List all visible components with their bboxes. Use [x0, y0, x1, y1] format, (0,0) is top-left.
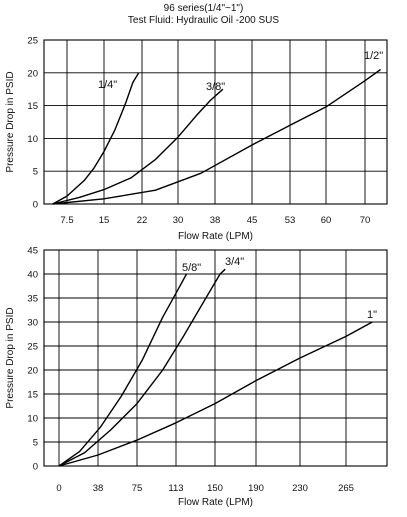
series-line-3 — [52, 68, 382, 205]
y-tick-label: 20 — [27, 68, 38, 79]
x-tick-label: 150 — [207, 483, 223, 494]
series-line-1 — [52, 72, 140, 205]
y-tick-label: 40 — [27, 270, 38, 281]
series-label: 5/8" — [182, 262, 201, 274]
y-tick-label: 5 — [33, 167, 38, 178]
chart-2: 0 5 10 15 20 25 30 35 40 45 0 38 75 113 150 190 230 265 Fl… — [5, 246, 388, 508]
x-axis-label: Flow Rate (LPM) — [178, 497, 253, 508]
x-tick-label: 190 — [248, 483, 264, 494]
y-axis-label: Pressure Drop in PSID — [5, 307, 16, 408]
series-line-1 — [58, 273, 188, 467]
y-tick-label: 5 — [33, 438, 38, 449]
x-tick-label: 230 — [292, 483, 308, 494]
series-label: 1" — [367, 309, 377, 321]
y-tick-label: 15 — [27, 390, 38, 401]
series-line-2 — [52, 88, 224, 205]
x-tick-label: 75 — [132, 483, 143, 494]
y-tick-label: 25 — [27, 342, 38, 353]
chart-subtitle: Test Fluid: Hydraulic Oil -200 SUS — [127, 15, 280, 26]
x-axis-label: Flow Rate (LPM) — [178, 231, 253, 242]
x-tick-label: 60 — [321, 215, 332, 226]
y-tick-label: 0 — [33, 200, 38, 211]
y-tick-label: 10 — [27, 134, 38, 145]
x-tick-label: 15 — [99, 215, 110, 226]
series-line-2 — [58, 268, 226, 467]
y-axis-label: Pressure Drop in PSID — [5, 71, 16, 172]
plot-frame — [43, 39, 388, 205]
chart-title: 96 series(1/4"~1") — [163, 3, 244, 14]
series-label: 1/2" — [364, 50, 383, 62]
y-tick-label: 20 — [27, 366, 38, 377]
chart-1: 0 5 10 15 20 25 7.5 15 22 30 38 45 53 60 70 Flow Rate (… — [5, 36, 388, 242]
x-tick-label: 70 — [360, 215, 371, 226]
x-tick-label: 38 — [93, 483, 104, 494]
series-label: 1/4" — [98, 79, 117, 91]
x-tick-label: 0 — [56, 483, 61, 494]
y-tick-label: 25 — [27, 36, 38, 47]
x-tick-label: 38 — [210, 215, 221, 226]
y-tick-label: 0 — [33, 462, 38, 473]
x-tick-label: 45 — [247, 215, 258, 226]
x-tick-label: 113 — [168, 483, 183, 494]
x-tick-label: 53 — [285, 215, 296, 226]
y-tick-label: 30 — [27, 318, 38, 329]
y-tick-label: 45 — [27, 246, 38, 257]
x-tick-label: 30 — [173, 215, 184, 226]
x-tick-label: 22 — [137, 215, 148, 226]
y-tick-label: 15 — [27, 101, 38, 112]
x-tick-label: 7.5 — [60, 215, 73, 226]
series-line-3 — [58, 321, 373, 467]
series-label: 3/8" — [206, 81, 225, 93]
plot-frame — [43, 249, 388, 467]
x-tick-label: 265 — [338, 483, 354, 494]
series-label: 3/4" — [225, 256, 244, 268]
y-tick-label: 35 — [27, 294, 38, 305]
y-tick-label: 10 — [27, 414, 38, 425]
